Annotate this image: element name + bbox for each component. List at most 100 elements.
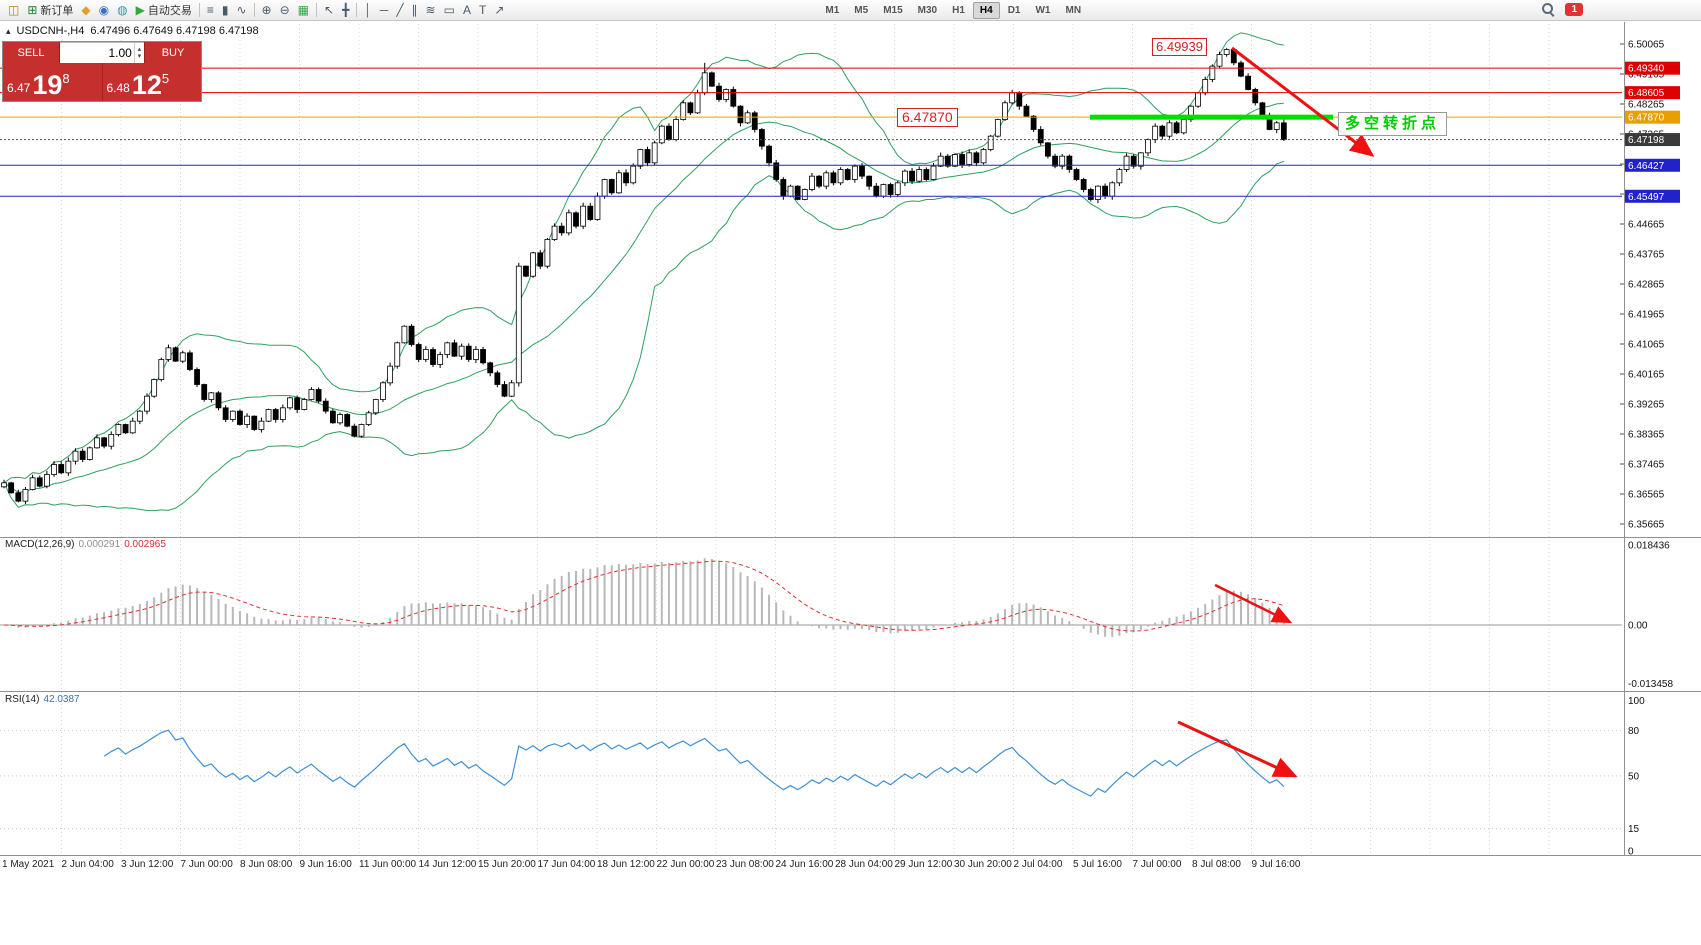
time-axis[interactable]: 1 May 2021 2 Jun 04:00 3 Jun 12:00 7 Jun 00… (2, 859, 1301, 870)
buy-price-main: 6.48 (106, 81, 130, 95)
panel-separators[interactable] (0, 22, 1701, 856)
timeframe-mn-button[interactable]: MN (1065, 4, 1082, 16)
sell-button[interactable]: SELL (3, 42, 60, 63)
toolbar-right-group: 1 (1542, 3, 1583, 16)
svg-text:6.35665: 6.35665 (1628, 520, 1665, 531)
svg-text:6.49165: 6.49165 (1628, 70, 1665, 81)
rsi-value: 42.0387 (43, 694, 80, 705)
sell-price[interactable]: 6.47 19 8 (3, 63, 103, 101)
volume-decrease-button[interactable]: ▾ (137, 53, 142, 60)
svg-text:17 Jun 04:00: 17 Jun 04:00 (538, 859, 596, 870)
notification-badge[interactable]: 1 (1565, 3, 1583, 16)
chart-line-button[interactable]: ∿ (232, 1, 250, 20)
svg-text:6.37465: 6.37465 (1628, 460, 1665, 471)
svg-text:15: 15 (1628, 824, 1640, 835)
timeframe-m1-button[interactable]: M1 (825, 4, 840, 16)
chart-bars-icon: ≡ (206, 3, 214, 17)
sell-price-main: 6.47 (7, 81, 31, 95)
timeframe-m5-button[interactable]: M5 (854, 4, 869, 16)
text-icon: A (462, 3, 471, 17)
new-chart-icon: ◫ (8, 3, 20, 17)
symbol-title-bar: ▴ USDCNH-,H4 6.47496 6.47649 6.47198 6.4… (6, 25, 259, 37)
timeframe-m30-button[interactable]: M30 (917, 4, 938, 16)
vertical-line-button[interactable]: │ (360, 1, 376, 20)
buy-price[interactable]: 6.48 12 5 (103, 63, 202, 101)
support-line-segment[interactable] (1090, 114, 1333, 120)
svg-text:24 Jun 16:00: 24 Jun 16:00 (776, 859, 834, 870)
timeframe-h4-button[interactable]: H4 (972, 1, 1000, 19)
peak-price-annotation[interactable]: 6.49939 (1152, 38, 1207, 56)
macd-value-signal: 0.002965 (124, 539, 166, 550)
chart-bars-button[interactable]: ≡ (203, 1, 218, 20)
timeframe-h1-button[interactable]: H1 (952, 4, 965, 16)
crosshair-button[interactable]: ╋ (338, 1, 353, 20)
svg-text:6.38365: 6.38365 (1628, 430, 1665, 441)
svg-text:-0.013458: -0.013458 (1628, 679, 1673, 690)
svg-text:28 Jun 04:00: 28 Jun 04:00 (835, 859, 893, 870)
zoom-out-button[interactable]: ⊖ (276, 1, 294, 20)
main-trend-arrow[interactable] (1231, 46, 1375, 157)
chart-shift-icon: ◆ (81, 3, 91, 17)
timeframe-m15-button[interactable]: M15 (883, 4, 903, 16)
macd-signal-line (3, 560, 1285, 632)
rsi-title: RSI(14) (5, 694, 40, 705)
rsi-indicator-label: RSI(14) 42.0387 (5, 694, 80, 705)
chart-candles-button[interactable]: ▮ (218, 1, 233, 20)
panel-collapse-icon[interactable]: ▴ (6, 25, 11, 36)
buy-button[interactable]: BUY (144, 42, 201, 63)
horizontal-line-button[interactable]: ─ (376, 1, 393, 20)
bollinger-bands (3, 32, 1285, 512)
svg-text:0: 0 (1628, 847, 1634, 858)
pivot-price-annotation[interactable]: 6.47870 (897, 108, 958, 127)
volume-increase-button[interactable]: ▴ (137, 46, 142, 53)
timeframe-w1-button[interactable]: W1 (1035, 4, 1051, 16)
arrow-tools-button[interactable]: ↗ (490, 1, 508, 20)
svg-text:7 Jul 00:00: 7 Jul 00:00 (1133, 859, 1182, 870)
timeframe-d1-button[interactable]: D1 (1007, 4, 1021, 16)
auto-trading-button[interactable]: ▶ 自动交易 (132, 1, 196, 20)
rsi-line (103, 729, 1285, 797)
macd-axis[interactable]: 0.018436 0.00 -0.013458 (1628, 541, 1673, 690)
vertical-line-icon: │ (364, 3, 372, 17)
rsi-axis[interactable]: 100 80 50 15 0 (1628, 696, 1645, 858)
svg-text:2 Jul 04:00: 2 Jul 04:00 (1014, 859, 1063, 870)
svg-text:6.43765: 6.43765 (1628, 250, 1665, 261)
chart-line-icon: ∿ (236, 3, 247, 17)
trend-arrows[interactable] (1177, 46, 1375, 778)
zoom-in-button[interactable]: ⊕ (258, 1, 276, 20)
trendline-button[interactable]: ╱ (392, 1, 407, 20)
shapes-button[interactable]: ▭ (440, 1, 459, 20)
chart-shift-button[interactable]: ◆ (77, 1, 94, 20)
svg-text:6.50065: 6.50065 (1628, 40, 1665, 51)
macd-trend-arrow[interactable] (1214, 583, 1293, 624)
svg-text:18 Jun 12:00: 18 Jun 12:00 (597, 859, 655, 870)
volume-input[interactable] (60, 43, 134, 63)
svg-text:6.36565: 6.36565 (1628, 490, 1665, 501)
equidistant-channel-button[interactable]: ∥ (408, 1, 422, 20)
svg-text:6.41065: 6.41065 (1628, 340, 1665, 351)
tile-windows-button[interactable]: ▦ (294, 1, 313, 20)
text-label-button[interactable]: T (475, 1, 490, 20)
cursor-button[interactable]: ↖ (320, 1, 338, 20)
profiles-button[interactable]: ◉ (95, 1, 113, 20)
data-window-icon: ◍ (117, 3, 128, 17)
turning-point-annotation[interactable]: 多空转折点 (1338, 112, 1448, 136)
tile-windows-icon: ▦ (297, 3, 309, 17)
new-chart-button[interactable]: ◫ (4, 1, 23, 20)
zoom-out-icon: ⊖ (279, 3, 290, 17)
svg-text:29 Jun 12:00: 29 Jun 12:00 (895, 859, 953, 870)
timeframe-toolbar: M1 M5 M15 M30 H1 H4 D1 W1 MN (818, 1, 1088, 19)
svg-text:6.39265: 6.39265 (1628, 400, 1665, 411)
new-order-button[interactable]: ⊞ 新订单 (23, 1, 77, 20)
text-button[interactable]: A (459, 1, 475, 20)
fibonacci-button[interactable]: ≋ (422, 1, 440, 20)
auto-trading-icon: ▶ (135, 3, 145, 17)
horizontal-line-icon: ─ (379, 3, 389, 17)
svg-text:22 Jun 00:00: 22 Jun 00:00 (657, 859, 715, 870)
buy-price-big: 12 (131, 70, 162, 101)
search-icon[interactable] (1542, 3, 1555, 16)
data-window-button[interactable]: ◍ (113, 1, 131, 20)
svg-text:0.018436: 0.018436 (1628, 541, 1670, 552)
rsi-trend-arrow[interactable] (1177, 720, 1298, 778)
